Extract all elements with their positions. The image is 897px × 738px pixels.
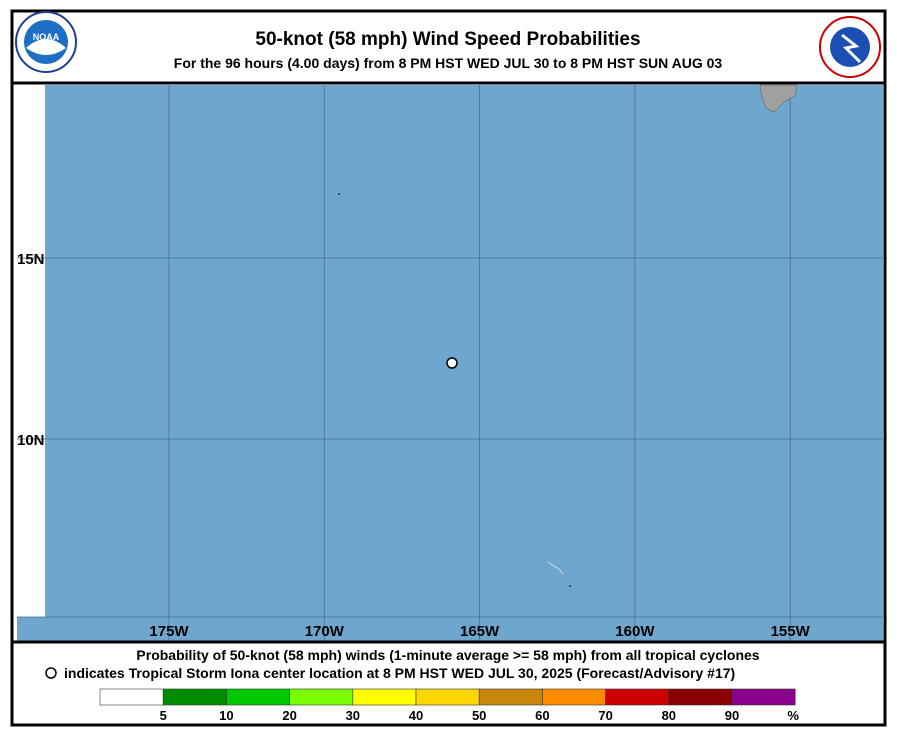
legend-unit: % xyxy=(787,708,799,723)
legend-swatch xyxy=(415,688,480,706)
footer-line: Probability of 50-knot (58 mph) winds (1… xyxy=(136,647,759,663)
islet xyxy=(547,561,564,575)
legend-swatch xyxy=(99,688,164,706)
lat-label: 15N xyxy=(17,251,45,268)
legend-swatch xyxy=(352,688,417,706)
lon-label: 155W xyxy=(771,623,811,640)
nws-logo xyxy=(819,16,881,78)
title: 50-knot (58 mph) Wind Speed Probabilitie… xyxy=(255,29,640,50)
legend-swatch xyxy=(478,688,543,706)
legend-tick-label: 90 xyxy=(725,708,739,723)
legend-tick-label: 10 xyxy=(219,708,233,723)
lon-label: 160W xyxy=(615,623,655,640)
map-margin xyxy=(17,85,45,617)
legend-swatch xyxy=(542,688,606,706)
lon-label: 175W xyxy=(149,623,189,640)
subtitle: For the 96 hours (4.00 days) from 8 PM H… xyxy=(174,55,723,71)
legend-swatch xyxy=(731,688,796,706)
lon-label: 165W xyxy=(460,623,500,640)
lat-label: 10N xyxy=(17,432,45,449)
svg-text:NOAA: NOAA xyxy=(33,32,60,42)
legend-swatch xyxy=(289,688,354,706)
color-legend: 5 10 20 30 40 50 60 70 80 90% xyxy=(99,688,799,723)
legend-tick-label: 70 xyxy=(598,708,612,723)
legend-tick-label: 50 xyxy=(472,708,486,723)
legend-tick-label: 5 xyxy=(160,708,167,723)
legend-swatch xyxy=(162,688,227,706)
legend-swatch xyxy=(668,688,733,706)
legend-tick-label: 60 xyxy=(535,708,549,723)
legend-swatch xyxy=(226,688,290,706)
legend-tick-label: 80 xyxy=(662,708,676,723)
legend-tick-label: 20 xyxy=(282,708,296,723)
islet xyxy=(338,193,340,195)
noaa-logo: NOAA xyxy=(15,11,77,73)
storm-center-marker xyxy=(446,357,458,369)
legend-swatch xyxy=(605,688,670,706)
legend-tick-label: 40 xyxy=(409,708,423,723)
footer-line: indicates Tropical Storm Iona center loc… xyxy=(64,665,735,681)
legend-tick-label: 30 xyxy=(346,708,360,723)
storm-center-key xyxy=(45,667,57,679)
islet xyxy=(569,585,571,587)
hawaii-island xyxy=(759,84,798,113)
graticule xyxy=(17,85,883,641)
lon-label: 170W xyxy=(305,623,345,640)
